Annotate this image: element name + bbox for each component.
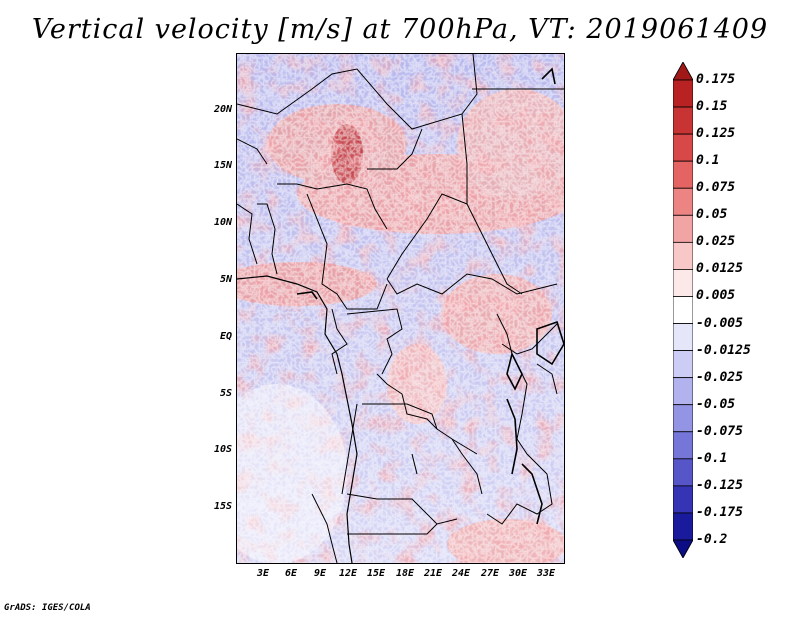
colorbar-label: 0.075 xyxy=(696,180,736,196)
colorbar-box xyxy=(673,431,693,460)
lat-label-20n: 20N xyxy=(213,104,232,115)
colorbar-box xyxy=(673,404,693,433)
colorbar-label: -0.075 xyxy=(696,423,743,439)
colorbar-label: -0.2 xyxy=(696,532,728,547)
colorbar-box xyxy=(673,485,693,514)
map-field-svg xyxy=(237,54,564,563)
lon-label-15e: 15E xyxy=(366,568,386,579)
colorbar-label: 0.05 xyxy=(696,207,728,223)
colorbar-label: 0.0125 xyxy=(696,261,743,277)
colorbar-box xyxy=(673,296,693,324)
colorbar-box xyxy=(673,323,693,351)
colorbar-box xyxy=(673,79,693,108)
grads-credit: GrADS: IGES/COLA xyxy=(4,603,91,613)
lon-label-12e: 12E xyxy=(338,568,358,579)
colorbar-box xyxy=(673,106,693,135)
colorbar-box xyxy=(673,133,693,162)
colorbar-label: 0.125 xyxy=(696,126,736,142)
colorbar-label: 0.15 xyxy=(696,99,728,115)
lon-label-6e: 6E xyxy=(284,568,298,579)
colorbar-label: -0.175 xyxy=(696,504,743,520)
lon-label-9e: 9E xyxy=(313,568,327,579)
colorbar-label: 0.005 xyxy=(696,288,736,304)
colorbar-label: 0.1 xyxy=(696,153,720,169)
lat-label-eq: EQ xyxy=(219,331,232,342)
lon-label-30e: 30E xyxy=(508,568,528,579)
lon-label-27e: 27E xyxy=(480,568,500,579)
colorbar xyxy=(673,62,693,558)
lon-label-21e: 21E xyxy=(423,568,443,579)
country-borders xyxy=(237,54,564,563)
field-speckle xyxy=(237,54,564,563)
colorbar-label: -0.025 xyxy=(696,369,743,385)
lat-label-5s: 5S xyxy=(219,388,232,399)
coastline xyxy=(237,275,358,563)
colorbar-box xyxy=(673,512,693,541)
colorbar-label: -0.0125 xyxy=(696,342,751,358)
lat-label-15n: 15N xyxy=(213,160,232,171)
colorbar-label: 0.025 xyxy=(696,234,736,250)
lon-label-24e: 24E xyxy=(451,568,471,579)
lon-label-33e: 33E xyxy=(536,568,556,579)
lat-label-5n: 5N xyxy=(219,274,232,285)
colorbar-box xyxy=(673,214,693,243)
colorbar-bottom-triangle xyxy=(673,539,693,558)
colorbar-box xyxy=(673,350,693,379)
lon-label-18e: 18E xyxy=(395,568,415,579)
colorbar-box xyxy=(673,269,693,297)
colorbar-box xyxy=(673,160,693,189)
colorbar-label: -0.125 xyxy=(696,477,743,493)
southwest-calm-region xyxy=(237,384,347,563)
lat-label-10s: 10S xyxy=(213,444,232,455)
colorbar-label: -0.005 xyxy=(696,315,743,331)
lon-label-3e: 3E xyxy=(256,568,270,579)
colorbar-box xyxy=(673,377,693,406)
lat-label-10n: 10N xyxy=(213,217,232,228)
colorbar-box xyxy=(673,241,693,270)
map-panel xyxy=(236,53,565,564)
chart-title: Vertical velocity [m/s] at 700hPa, VT: 2… xyxy=(31,14,769,45)
colorbar-label: -0.1 xyxy=(696,450,728,466)
great-lakes xyxy=(296,67,564,525)
colorbar-top-triangle xyxy=(673,62,693,81)
colorbar-label: 0.175 xyxy=(696,72,736,87)
colorbar-box xyxy=(673,187,693,216)
colorbar-box xyxy=(673,458,693,487)
colorbar-label: -0.05 xyxy=(696,396,736,412)
lat-label-15s: 15S xyxy=(213,501,232,512)
